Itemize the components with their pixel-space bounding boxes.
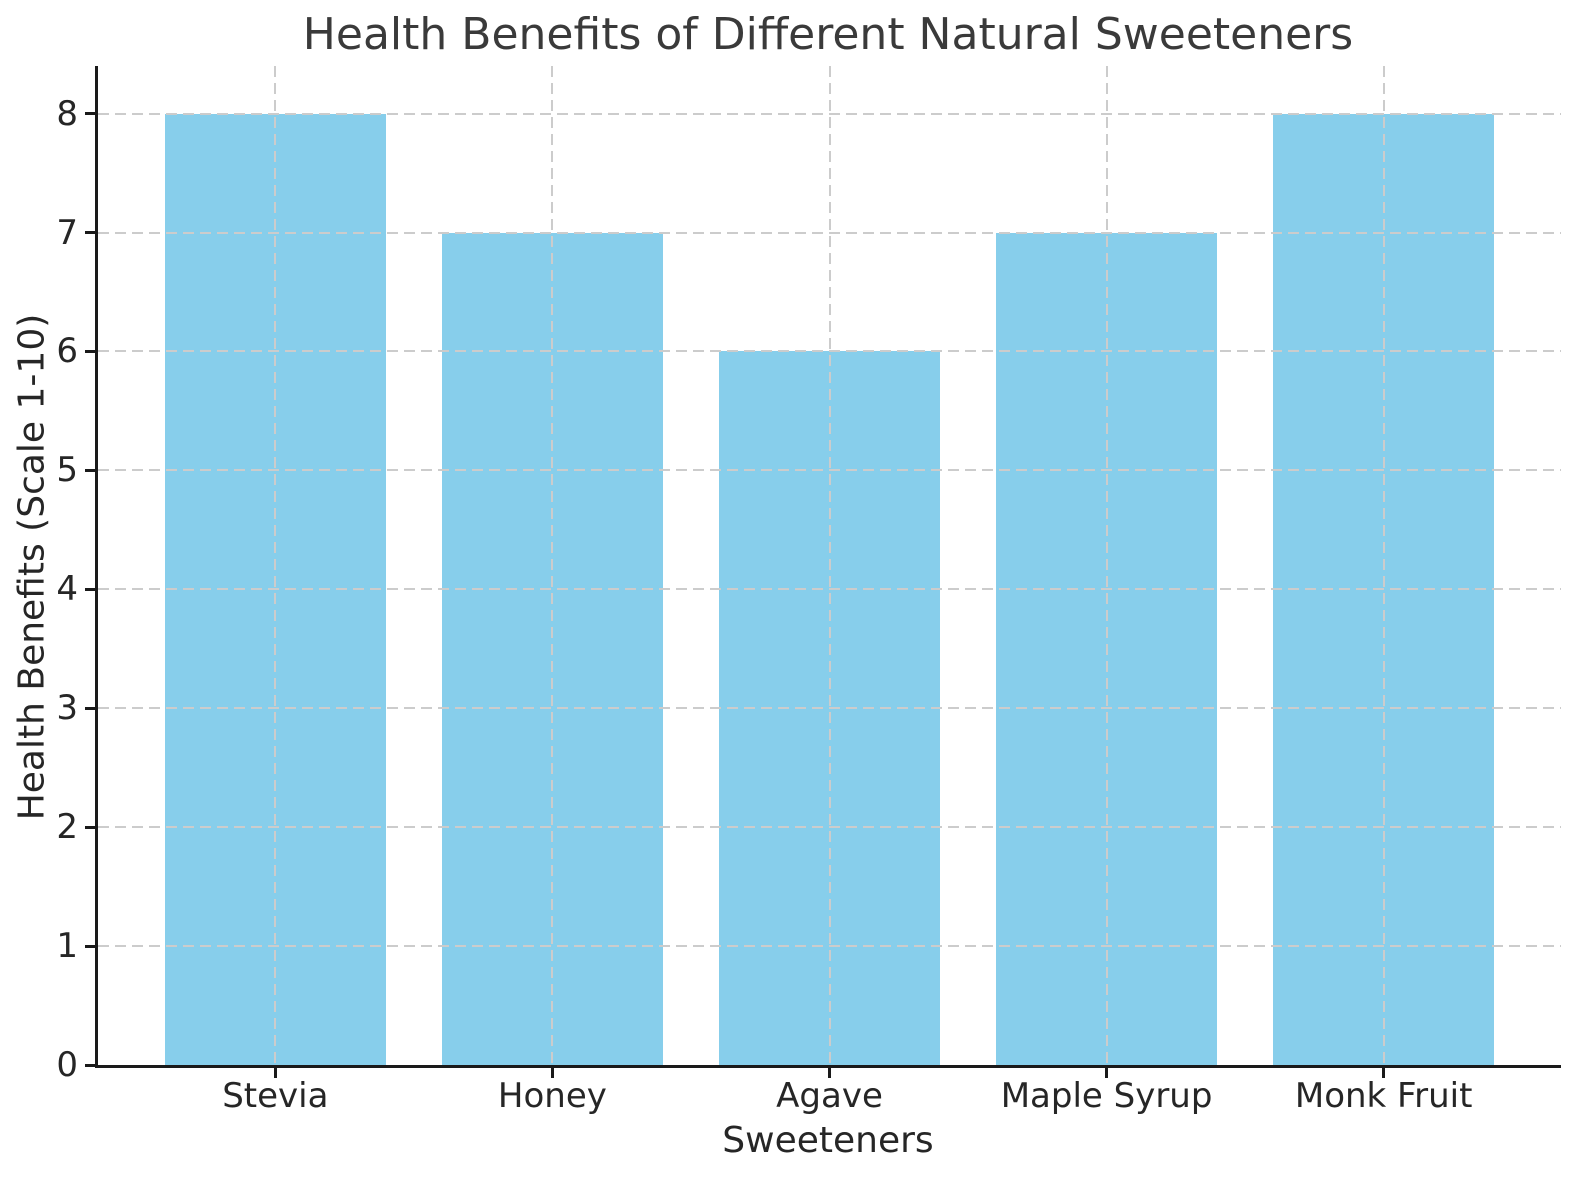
x-tick-mark-stevia — [273, 1068, 277, 1078]
x-tick-mark-maple-syrup — [1105, 1068, 1109, 1078]
x-tick-label-honey: Honey — [497, 1076, 607, 1116]
gridline-vertical-stevia — [274, 66, 277, 1065]
gridline-horizontal-2 — [98, 826, 1561, 829]
y-axis-label: Health Benefits (Scale 1-10) — [11, 313, 53, 821]
x-tick-mark-monk-fruit — [1382, 1068, 1386, 1078]
y-tick-label-5: 5 — [56, 450, 78, 491]
x-tick-label-agave: Agave — [776, 1076, 883, 1116]
y-tick-label-7: 7 — [56, 212, 78, 253]
gridline-horizontal-8 — [98, 112, 1561, 115]
y-tick-mark-8 — [85, 112, 95, 116]
plot-area: Stevia Honey Agave Maple Syrup Monk Fruit 0 1 2… — [56, 66, 1561, 1113]
x-tick-mark-agave — [828, 1068, 831, 1078]
chart-title: Health Benefits of Different Natural Swe… — [302, 9, 1354, 60]
x-tick-label-monk-fruit: Monk Fruit — [1294, 1076, 1473, 1116]
gridline-vertical-agave — [828, 66, 831, 1065]
y-tick-label-0: 0 — [56, 1045, 78, 1085]
y-tick-mark-1 — [85, 944, 95, 948]
gridline-vertical-monk-fruit — [1382, 66, 1385, 1065]
y-tick-label-6: 6 — [56, 331, 78, 372]
y-tick-mark-3 — [85, 706, 95, 710]
gridline-vertical-maple-syrup — [1105, 66, 1108, 1065]
y-tick-label-2: 2 — [56, 807, 78, 848]
y-tick-mark-6 — [85, 349, 95, 353]
y-tick-label-8: 8 — [56, 93, 78, 134]
y-tick-mark-2 — [85, 825, 95, 829]
gridline-horizontal-6 — [98, 350, 1561, 353]
y-tick-label-1: 1 — [56, 926, 78, 967]
gridline-horizontal-1 — [98, 945, 1561, 948]
y-tick-mark-5 — [85, 468, 95, 472]
y-tick-label-4: 4 — [56, 569, 78, 610]
x-tick-mark-honey — [550, 1068, 554, 1078]
gridline-horizontal-3 — [98, 707, 1561, 710]
y-tick-mark-0 — [85, 1063, 95, 1067]
gridline-horizontal-4 — [98, 588, 1561, 591]
y-tick-mark-7 — [85, 231, 95, 234]
gridline-horizontal-7 — [98, 231, 1561, 234]
x-tick-label-maple-syrup: Maple Syrup — [1000, 1076, 1213, 1116]
gridline-horizontal-5 — [98, 469, 1561, 472]
y-tick-label-3: 3 — [56, 688, 78, 729]
x-tick-label-stevia: Stevia — [222, 1076, 329, 1116]
x-axis-label: Sweeteners — [722, 1120, 934, 1161]
gridline-vertical-honey — [551, 66, 554, 1065]
y-tick-mark-4 — [85, 587, 95, 591]
